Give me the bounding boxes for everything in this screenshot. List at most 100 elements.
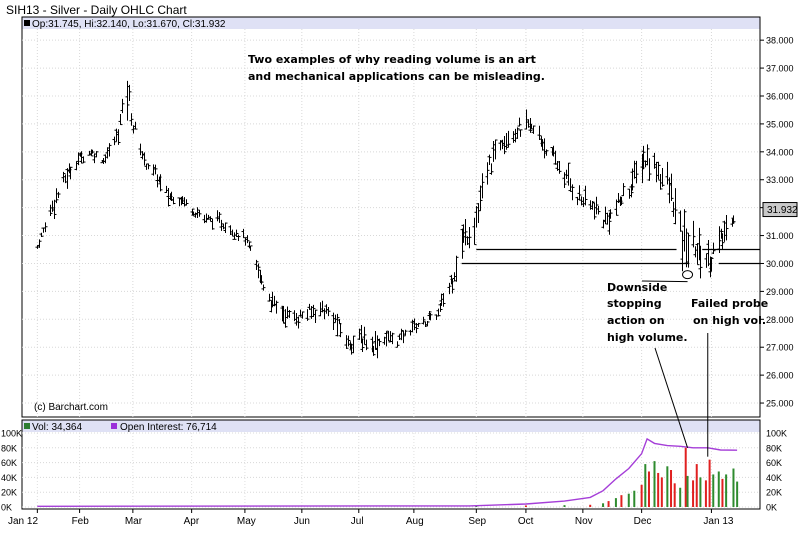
ohlc-bar: [474, 206, 479, 228]
ohlc-bar: [531, 125, 536, 134]
ohlc-bar: [219, 219, 224, 231]
ohlc-bar: [107, 143, 112, 157]
volume-tick-label: 40K: [766, 473, 782, 483]
ohlc-bar: [184, 199, 189, 206]
volume-swatch: [24, 423, 30, 429]
ohlc-bar: [63, 174, 68, 184]
volume-tick-label: 0K: [766, 503, 777, 513]
volume-bar: [589, 504, 592, 507]
volume-bar: [721, 478, 724, 507]
ohlc-bar: [697, 227, 702, 261]
callout-1-line-1: Downside: [607, 281, 667, 294]
ohlc-bar: [423, 321, 428, 327]
ohlc-bar: [397, 334, 402, 341]
last-price-label: 31.932: [767, 205, 798, 216]
volume-bar: [607, 501, 610, 507]
volume-bar: [686, 475, 689, 507]
price-pane-frame: [21, 16, 761, 418]
ohlc-bar: [645, 144, 650, 166]
ohlc-bar: [344, 335, 349, 349]
ohlc-bar: [515, 127, 520, 139]
ohlc-bar: [487, 154, 492, 165]
volume-bar: [644, 464, 647, 507]
ohlc-bar: [493, 139, 498, 160]
callout-1-line-4: high volume.: [607, 331, 688, 344]
ohlc-bar: [506, 130, 511, 148]
ohlc-bar: [228, 225, 233, 236]
ohlc-bar: [709, 256, 714, 272]
ohlc-bar: [671, 201, 676, 217]
volume-bar: [633, 490, 636, 507]
ohlc-bar: [324, 304, 329, 314]
ohlc-bar: [335, 313, 340, 337]
volume-bar: [640, 484, 643, 507]
price-tick-label: 31.000: [766, 231, 794, 241]
ohlc-bar: [652, 152, 657, 169]
ohlc-bar: [680, 231, 685, 272]
x-tick-label: Oct: [518, 516, 534, 527]
ohlc-bar: [542, 138, 547, 159]
volume-tick-label: 100K: [766, 429, 787, 439]
volume-bar: [475, 505, 478, 507]
x-tick-label: Feb: [72, 516, 90, 527]
volume-tick-label: 20K: [766, 488, 782, 498]
volume-bar: [679, 487, 682, 507]
reversal-circle: [682, 270, 694, 280]
ohlc-bar: [94, 151, 99, 158]
ohlc-bar: [564, 169, 569, 180]
ohlc-bar: [371, 345, 376, 356]
ohlc-bar: [695, 243, 700, 266]
ohlc-bar: [629, 184, 634, 198]
x-tick-label: May: [237, 516, 256, 527]
ohlc-bar: [619, 196, 624, 206]
ohlc-bar: [326, 306, 331, 317]
volume-bar: [684, 447, 687, 507]
ohlc-bar: [706, 240, 711, 267]
ohlc-bar: [596, 205, 601, 215]
ohlc-bar: [296, 316, 301, 329]
ohlc-bar: [570, 184, 575, 201]
title-band: [0, 0, 800, 17]
volume-tick-label: 60K: [766, 458, 782, 468]
ohlc-bar: [447, 282, 452, 295]
ohlc-bar: [382, 336, 387, 345]
annotation-line-2: and mechanical applications can be misle…: [248, 70, 545, 83]
ohlc-bar: [43, 222, 48, 233]
ohlc-bar: [362, 326, 367, 345]
ohlc-bar: [322, 308, 327, 320]
ohlc-bar: [425, 320, 430, 327]
ohlc-bar: [658, 173, 663, 190]
volume-bar: [602, 503, 605, 507]
ohlc-bar: [568, 178, 573, 192]
ohlc-bar: [243, 237, 248, 246]
price-tick-label: 30.000: [766, 259, 794, 269]
ohlc-bar: [498, 140, 503, 151]
ohlc-bar: [217, 211, 222, 223]
ohlc-bar: [68, 166, 73, 180]
ohlc-bar: [151, 164, 156, 176]
volume-tick-label-left: 60K: [1, 458, 17, 468]
price-info-marker: [24, 20, 30, 26]
ohlc-bar: [245, 235, 250, 244]
volume-bar: [732, 468, 735, 507]
ohlc-bar: [408, 329, 413, 336]
ohlc-bar: [678, 210, 683, 232]
price-tick-label: 34.000: [766, 147, 794, 157]
volume-bar: [725, 474, 728, 507]
ohlc-bar: [166, 187, 171, 207]
ohlc-bar: [333, 314, 338, 323]
ohlc-bar: [90, 149, 95, 154]
ohlc-bar: [364, 339, 369, 351]
ohlc-bar: [305, 309, 310, 321]
ohlc-bar: [478, 185, 483, 211]
ohlc-bar: [605, 212, 610, 225]
ohlc-bar: [390, 332, 395, 345]
volume-bar: [712, 474, 715, 507]
volume-bar: [670, 470, 673, 507]
ohlc-bar: [204, 213, 209, 223]
ohlc-bar: [48, 204, 53, 216]
x-tick-label: Nov: [575, 516, 593, 527]
ohlc-bar: [467, 227, 472, 249]
ohlc-bar: [581, 197, 586, 207]
ohlc-bar: [41, 227, 46, 233]
